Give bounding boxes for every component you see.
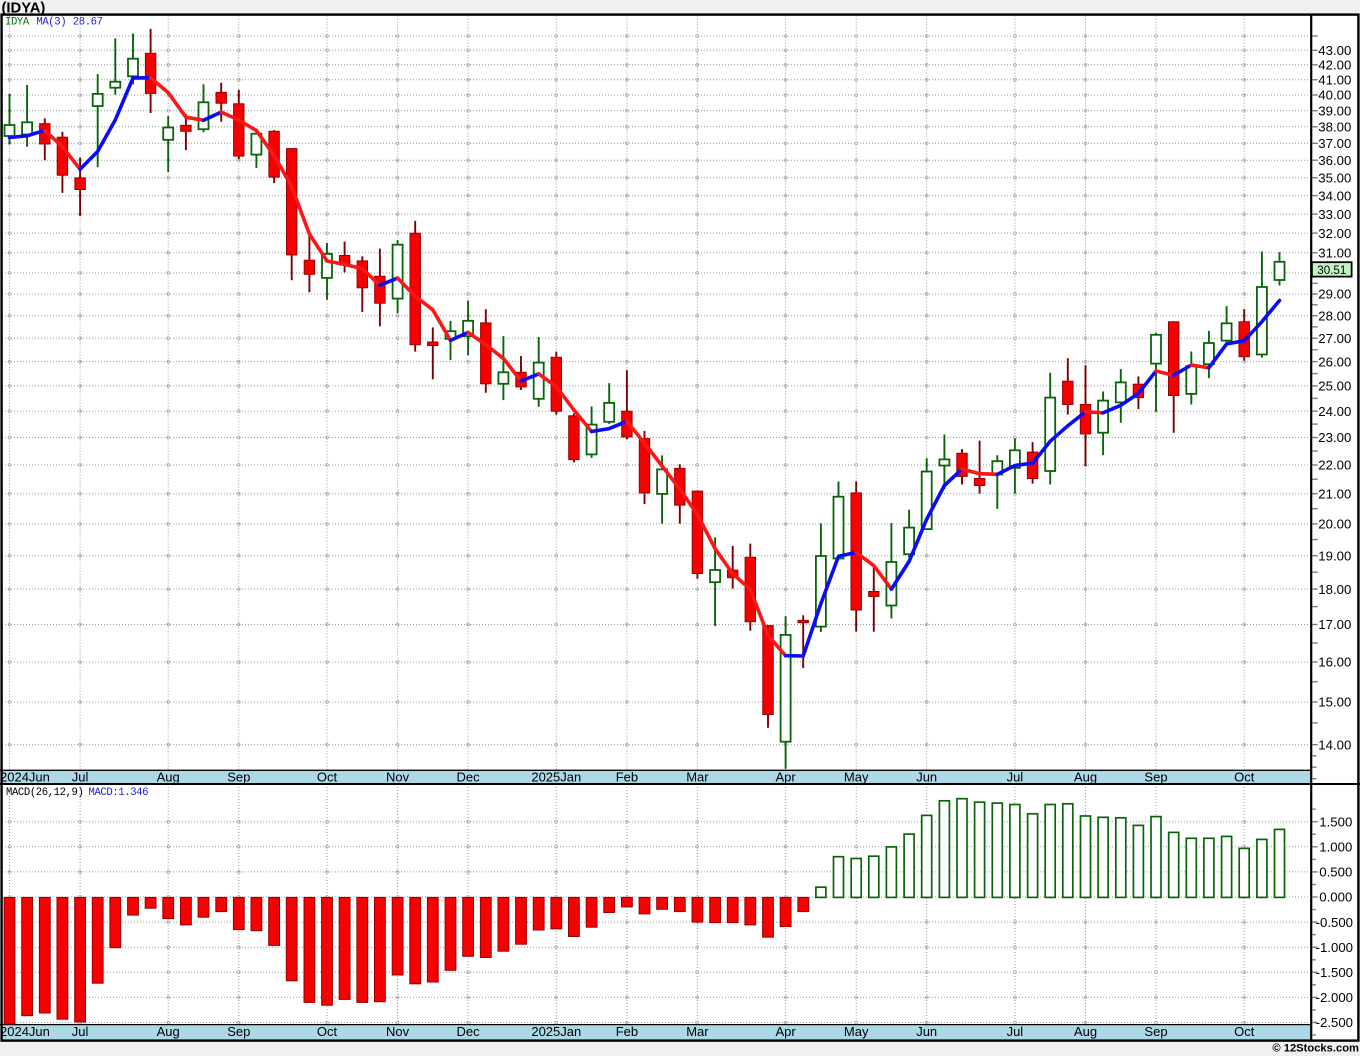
svg-text:Jul: Jul	[1007, 1024, 1024, 1039]
svg-text:Apr: Apr	[775, 1024, 796, 1039]
svg-text:29.00: 29.00	[1318, 287, 1351, 302]
svg-text:39.00: 39.00	[1318, 103, 1351, 118]
svg-text:32.00: 32.00	[1318, 226, 1351, 241]
svg-text:May: May	[844, 1024, 869, 1039]
svg-text:Oct: Oct	[317, 1024, 338, 1039]
svg-text:Oct: Oct	[317, 769, 338, 784]
svg-text:28.67: 28.67	[73, 17, 103, 29]
svg-text:Feb: Feb	[616, 1024, 638, 1039]
svg-text:IDYA: IDYA	[5, 17, 30, 29]
svg-text:33.00: 33.00	[1318, 207, 1351, 222]
svg-text:May: May	[844, 769, 869, 784]
svg-text:Jul: Jul	[1007, 769, 1024, 784]
svg-text:24.00: 24.00	[1318, 404, 1351, 419]
svg-text:23.00: 23.00	[1318, 430, 1351, 445]
svg-text:35.00: 35.00	[1318, 170, 1351, 185]
svg-text:Oct: Oct	[1234, 1024, 1255, 1039]
svg-text:MACD(26,12,9): MACD(26,12,9)	[6, 787, 83, 799]
svg-text:42.00: 42.00	[1318, 58, 1351, 73]
svg-text:Aug: Aug	[157, 1024, 180, 1039]
svg-text:Jun: Jun	[916, 1024, 937, 1039]
svg-text:-2.500: -2.500	[1316, 1015, 1353, 1030]
svg-text:-1.500: -1.500	[1316, 965, 1353, 980]
svg-text:Jul: Jul	[72, 769, 89, 784]
svg-text:© 12Stocks.com: © 12Stocks.com	[1272, 1042, 1359, 1054]
svg-text:41.00: 41.00	[1318, 72, 1351, 87]
svg-text:Dec: Dec	[457, 769, 481, 784]
svg-text:26.00: 26.00	[1318, 354, 1351, 369]
svg-text:Nov: Nov	[386, 1024, 410, 1039]
svg-text:27.00: 27.00	[1318, 331, 1351, 346]
svg-text:2025Jan: 2025Jan	[531, 769, 581, 784]
svg-text:-2.000: -2.000	[1316, 990, 1353, 1005]
svg-text:Aug: Aug	[1074, 1024, 1097, 1039]
svg-text:30.51: 30.51	[1317, 264, 1346, 277]
svg-text:Jul: Jul	[72, 1024, 89, 1039]
svg-text:43.00: 43.00	[1318, 43, 1351, 58]
svg-text:1.000: 1.000	[1319, 840, 1352, 855]
svg-text:2024Jun: 2024Jun	[0, 1024, 50, 1039]
svg-text:20.00: 20.00	[1318, 517, 1351, 532]
svg-text:MACD:1.346: MACD:1.346	[89, 787, 149, 799]
svg-text:-1.000: -1.000	[1316, 940, 1353, 955]
svg-text:40.00: 40.00	[1318, 88, 1351, 103]
svg-text:(IDYA): (IDYA)	[2, 0, 46, 16]
svg-text:Mar: Mar	[686, 769, 709, 784]
svg-text:22.00: 22.00	[1318, 458, 1351, 473]
svg-text:17.00: 17.00	[1318, 617, 1351, 632]
svg-text:Feb: Feb	[616, 769, 638, 784]
svg-text:Dec: Dec	[457, 1024, 481, 1039]
svg-text:Oct: Oct	[1234, 769, 1255, 784]
svg-text:18.00: 18.00	[1318, 582, 1351, 597]
svg-text:2024Jun: 2024Jun	[0, 769, 50, 784]
svg-text:36.00: 36.00	[1318, 153, 1351, 168]
svg-text:14.00: 14.00	[1318, 737, 1351, 752]
svg-text:Nov: Nov	[386, 769, 410, 784]
svg-text:Aug: Aug	[1074, 769, 1097, 784]
svg-text:19.00: 19.00	[1318, 548, 1351, 563]
svg-text:Jun: Jun	[916, 769, 937, 784]
svg-text:21.00: 21.00	[1318, 486, 1351, 501]
svg-text:-0.500: -0.500	[1316, 915, 1353, 930]
svg-text:0.000: 0.000	[1319, 890, 1352, 905]
svg-text:16.00: 16.00	[1318, 655, 1351, 670]
svg-text:25.00: 25.00	[1318, 379, 1351, 394]
svg-text:Sep: Sep	[227, 1024, 250, 1039]
svg-text:Sep: Sep	[1144, 1024, 1167, 1039]
svg-text:0.500: 0.500	[1319, 865, 1352, 880]
svg-text:Sep: Sep	[227, 769, 250, 784]
svg-text:1.500: 1.500	[1319, 814, 1352, 829]
svg-text:28.00: 28.00	[1318, 308, 1351, 323]
svg-text:Apr: Apr	[775, 769, 796, 784]
svg-text:Sep: Sep	[1144, 769, 1167, 784]
svg-text:15.00: 15.00	[1318, 695, 1351, 710]
svg-text:34.00: 34.00	[1318, 188, 1351, 203]
svg-text:Aug: Aug	[157, 769, 180, 784]
svg-text:38.00: 38.00	[1318, 120, 1351, 135]
svg-text:31.00: 31.00	[1318, 245, 1351, 260]
svg-text:Mar: Mar	[686, 1024, 709, 1039]
svg-text:MA(3): MA(3)	[36, 17, 66, 29]
svg-text:37.00: 37.00	[1318, 136, 1351, 151]
svg-text:2025Jan: 2025Jan	[531, 1024, 581, 1039]
